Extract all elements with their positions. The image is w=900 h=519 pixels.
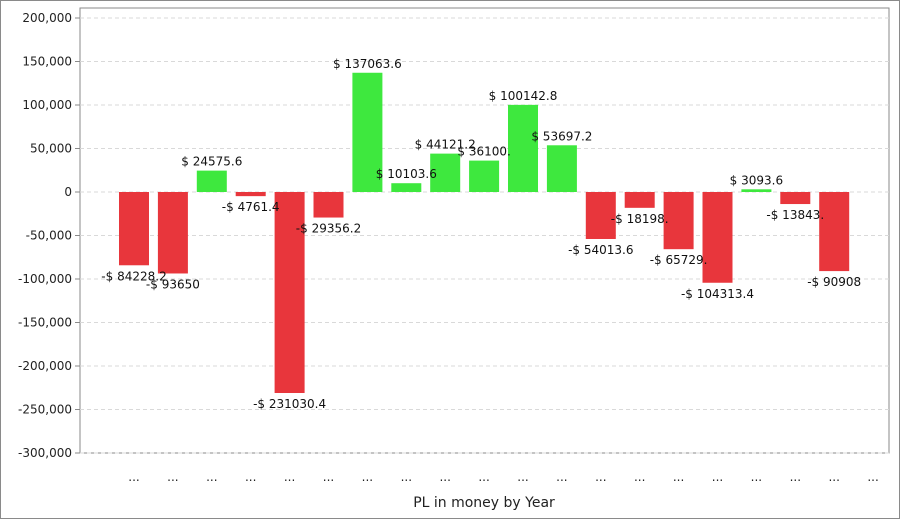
y-tick-label: -100,000 bbox=[18, 272, 72, 286]
plot-area bbox=[79, 7, 890, 454]
data-label: $ 44121.2 bbox=[415, 138, 476, 152]
bar bbox=[274, 192, 305, 393]
y-tick-label: 200,000 bbox=[22, 11, 72, 25]
data-label: -$ 65729. bbox=[650, 253, 708, 267]
x-tick-label: ... bbox=[478, 470, 489, 484]
bar bbox=[741, 189, 772, 192]
data-label: $ 36100. bbox=[457, 145, 510, 159]
x-tick-label: ... bbox=[751, 470, 762, 484]
x-tick-label: ... bbox=[439, 470, 450, 484]
bar bbox=[196, 170, 227, 192]
data-label: -$ 84228.2 bbox=[101, 269, 166, 283]
data-label: $ 10103.6 bbox=[376, 167, 437, 181]
bar bbox=[508, 104, 538, 192]
data-label: $ 24575.6 bbox=[181, 155, 242, 169]
y-tick-label: 50,000 bbox=[30, 142, 72, 156]
x-tick-label: ... bbox=[828, 470, 839, 484]
x-tick-label: ... bbox=[517, 470, 528, 484]
x-axis: ........................................… bbox=[128, 470, 879, 484]
x-tick-label: ... bbox=[128, 470, 139, 484]
bar bbox=[313, 192, 344, 218]
bar bbox=[624, 192, 655, 208]
bars bbox=[119, 72, 850, 393]
y-tick-label: 100,000 bbox=[22, 98, 72, 112]
x-tick-label: ... bbox=[673, 470, 684, 484]
x-tick-label: ... bbox=[362, 470, 373, 484]
x-tick-label: ... bbox=[401, 470, 412, 484]
data-label: -$ 104313.4 bbox=[681, 287, 754, 301]
bar bbox=[469, 160, 500, 192]
bar bbox=[235, 192, 266, 197]
bar bbox=[391, 183, 422, 192]
bar bbox=[780, 192, 811, 205]
y-tick-label: -300,000 bbox=[18, 446, 72, 460]
y-tick-label: -250,000 bbox=[18, 403, 72, 417]
x-tick-label: ... bbox=[284, 470, 295, 484]
x-tick-label: ... bbox=[245, 470, 256, 484]
y-tick-label: 150,000 bbox=[22, 55, 72, 69]
bar bbox=[119, 192, 149, 266]
bar bbox=[352, 72, 383, 192]
y-tick-label: -150,000 bbox=[18, 316, 72, 330]
y-tick-label: -200,000 bbox=[18, 359, 72, 373]
bar bbox=[157, 192, 188, 274]
x-tick-label: ... bbox=[206, 470, 217, 484]
data-label: -$ 231030.4 bbox=[253, 397, 326, 411]
gridlines bbox=[80, 17, 889, 454]
data-label: $ 3093.6 bbox=[730, 173, 783, 187]
data-labels: -$ 84228.2-$ 93650 $ 24575.6 -$ 4761.4 -$ 2… bbox=[101, 57, 861, 411]
data-label: -$ 93650 bbox=[146, 277, 200, 291]
data-label: -$ 90908 bbox=[807, 275, 861, 289]
y-tick-label: 0 bbox=[64, 185, 72, 199]
y-tick-label: -50,000 bbox=[26, 229, 72, 243]
data-label: -$ 4761.4 bbox=[222, 200, 280, 214]
data-label: -$ 18198. bbox=[611, 212, 669, 226]
data-label: -$ 13843. bbox=[766, 208, 824, 222]
x-tick-label: ... bbox=[867, 470, 878, 484]
x-tick-label: ... bbox=[323, 470, 334, 484]
x-tick-label: ... bbox=[790, 470, 801, 484]
x-tick-label: ... bbox=[634, 470, 645, 484]
bar bbox=[663, 192, 694, 250]
data-label: $ 100142.8 bbox=[489, 89, 558, 103]
bar bbox=[702, 192, 733, 283]
x-tick-label: ... bbox=[556, 470, 567, 484]
data-label: $ 137063.6 bbox=[333, 57, 402, 71]
x-axis-label: PL in money by Year bbox=[413, 495, 555, 511]
x-tick-label: ... bbox=[167, 470, 178, 484]
bar bbox=[546, 145, 577, 192]
data-label: $ 53697.2 bbox=[531, 129, 592, 143]
data-label: -$ 29356.2 bbox=[296, 222, 361, 236]
bar bbox=[430, 153, 461, 192]
data-label: -$ 54013.6 bbox=[568, 243, 633, 257]
bar bbox=[819, 192, 850, 272]
y-axis: 200,000 150,000 100,000 50,000 0 -50,000 -100,… bbox=[18, 11, 80, 460]
x-tick-label: ... bbox=[595, 470, 606, 484]
bar bbox=[585, 192, 616, 239]
x-tick-label: ... bbox=[712, 470, 723, 484]
